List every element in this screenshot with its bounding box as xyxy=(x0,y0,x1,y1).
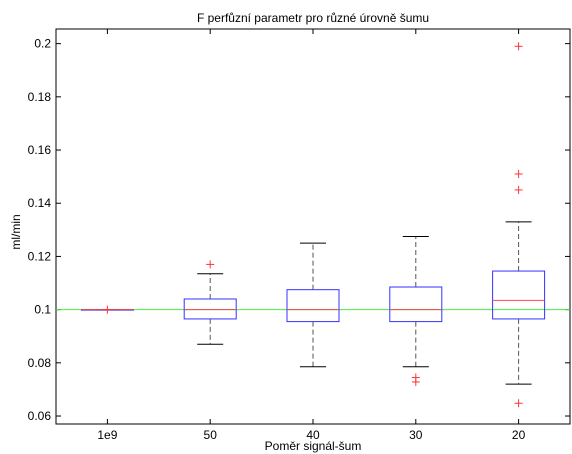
box xyxy=(286,289,340,323)
x-tick-label: 1e9 xyxy=(97,428,117,442)
x-tick-label: 30 xyxy=(409,428,423,442)
x-tick-label: 50 xyxy=(204,428,218,442)
x-tick-label: 20 xyxy=(512,428,526,442)
x-axis-label: Poměr signál-šum xyxy=(265,439,362,453)
box xyxy=(389,286,443,323)
y-tick-label: 0.08 xyxy=(28,356,52,370)
y-tick-label: 0.18 xyxy=(28,90,52,104)
x-tick-label: 40 xyxy=(306,428,320,442)
box xyxy=(492,270,546,320)
y-axis-label: ml/min xyxy=(9,214,23,249)
plot-area: 0.06 0.08 0.1 0.12 0.14 0.16 0.18 0.2 1e9 50 40 30 2… xyxy=(28,28,571,442)
chart-title: F perfůzní parametr pro různé úrovně šum… xyxy=(197,11,429,25)
y-tick-label: 0.16 xyxy=(28,143,52,157)
y-tick-label: 0.06 xyxy=(28,409,52,423)
box xyxy=(183,298,237,320)
y-tick-label: 0.12 xyxy=(28,249,52,263)
y-tick-label: 0.14 xyxy=(28,196,52,210)
y-tick-label: 0.2 xyxy=(34,37,51,51)
y-tick-label: 0.1 xyxy=(34,303,51,317)
